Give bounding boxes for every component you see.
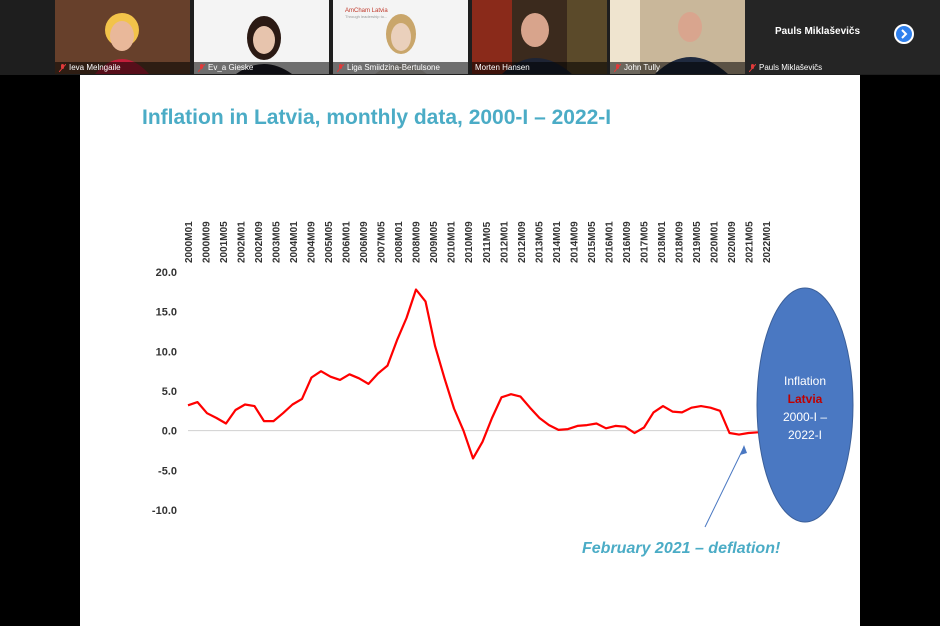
annotation-arrow	[704, 446, 745, 528]
x-tick-label: 2014M01	[552, 221, 563, 263]
mic-muted-icon	[749, 64, 756, 72]
x-tick-label: 2015M05	[587, 221, 598, 263]
shared-slide: Inflation in Latvia, monthly data, 2000-…	[80, 75, 860, 626]
participant-video	[194, 0, 329, 74]
x-tick-label: 2003M05	[272, 221, 283, 263]
inflation-series-line	[187, 288, 759, 460]
y-tick-label: 15.0	[156, 307, 177, 319]
participant-video	[610, 0, 745, 74]
ellipse-label: 2022-I	[788, 428, 822, 442]
x-tick-label: 2011M05	[482, 221, 493, 263]
y-tick-label: -10.0	[152, 505, 177, 517]
ellipse-label: Latvia	[788, 392, 823, 406]
ellipse-label: Inflation	[784, 374, 826, 388]
x-tick-label: 2000M09	[202, 221, 213, 263]
x-tick-label: 2016M01	[604, 221, 615, 263]
x-tick-label: 2018M09	[674, 221, 685, 263]
slide-title: Inflation in Latvia, monthly data, 2000-…	[142, 106, 612, 129]
y-tick-label: 5.0	[162, 386, 177, 398]
x-tick-label: 2014M09	[569, 221, 580, 263]
screen-share-margin	[860, 75, 940, 626]
deflation-annotation: February 2021 – deflation!	[582, 540, 781, 557]
participant-video	[472, 0, 607, 74]
x-tick-label: 2005M05	[324, 221, 335, 263]
x-tick-label: 2022M01	[762, 221, 773, 263]
chevron-right-icon	[901, 29, 908, 39]
speaker-name: Pauls Miklaševičs	[775, 26, 861, 37]
x-tick-label: 2002M09	[254, 221, 265, 263]
x-tick-label: 2000M01	[184, 221, 195, 263]
mic-muted-icon	[59, 64, 66, 72]
participant-tile[interactable]: AmCham Latvia Through leadership to... Li…	[333, 0, 468, 74]
x-tick-label: 2013M05	[534, 221, 545, 263]
x-tick-label: 2021M05	[744, 221, 755, 263]
next-page-button[interactable]	[894, 24, 914, 44]
participant-name: Morten Hansen	[472, 62, 607, 74]
x-tick-label: 2004M09	[307, 221, 318, 263]
arrowhead	[740, 445, 747, 455]
x-tick-label: 2008M09	[412, 221, 423, 263]
x-tick-label: 2012M01	[499, 221, 510, 263]
x-tick-label: 2010M01	[447, 221, 458, 263]
x-tick-label: 2019M05	[692, 221, 703, 263]
inflation-chart: 20.0 15.0 10.0 5.0 0.0 -5.0 -10.0 2000M01 2000M0…	[152, 221, 854, 557]
y-tick-label: 0.0	[162, 426, 177, 438]
mic-muted-icon	[337, 64, 344, 72]
screen-share-margin	[0, 75, 80, 626]
participant-name: Ev_a Gieske	[194, 62, 329, 74]
x-tick-label: 2016M09	[622, 221, 633, 263]
participant-name: John Tully	[610, 62, 745, 74]
y-tick-label: 20.0	[156, 267, 177, 279]
tile-logo: AmCham Latvia Through leadership to...	[345, 8, 388, 19]
participant-tile[interactable]: Ieva Melngaile	[55, 0, 190, 74]
x-tick-label: 2006M09	[359, 221, 370, 263]
highlight-ellipse	[756, 287, 854, 523]
y-tick-label: 10.0	[156, 346, 177, 358]
mic-muted-icon	[198, 64, 205, 72]
mic-muted-icon	[614, 64, 621, 72]
participant-name: Ieva Melngaile	[55, 62, 190, 74]
x-tick-label: 2002M01	[237, 221, 248, 263]
x-tick-label: 2008M01	[394, 221, 405, 263]
participant-tile[interactable]: John Tully	[610, 0, 745, 74]
x-tick-label: 2007M05	[377, 221, 388, 263]
participant-name: Liga Smiidzina-Bertulsone	[333, 62, 468, 74]
x-tick-label: 2017M05	[639, 221, 650, 263]
x-tick-label: 2001M05	[219, 221, 230, 263]
participant-tile[interactable]: Morten Hansen	[472, 0, 607, 74]
y-tick-label: -5.0	[158, 465, 177, 477]
x-tick-label: 2020M09	[727, 221, 738, 263]
x-tick-label: 2006M01	[342, 221, 353, 263]
x-tick-label: 2004M01	[289, 221, 300, 263]
x-tick-label: 2018M01	[657, 221, 668, 263]
x-tick-label: 2009M05	[429, 221, 440, 263]
x-tick-label: 2020M01	[709, 221, 720, 263]
participant-tile[interactable]: Ev_a Gieske	[194, 0, 329, 74]
x-tick-label: 2012M09	[517, 221, 528, 263]
participant-strip: Ieva Melngaile Ev_a Gieske AmCham Latvia…	[0, 0, 940, 75]
ellipse-label: 2000-I –	[783, 410, 827, 424]
participant-name: Pauls Miklaševičs	[759, 63, 823, 72]
x-tick-label: 2010M09	[464, 221, 475, 263]
